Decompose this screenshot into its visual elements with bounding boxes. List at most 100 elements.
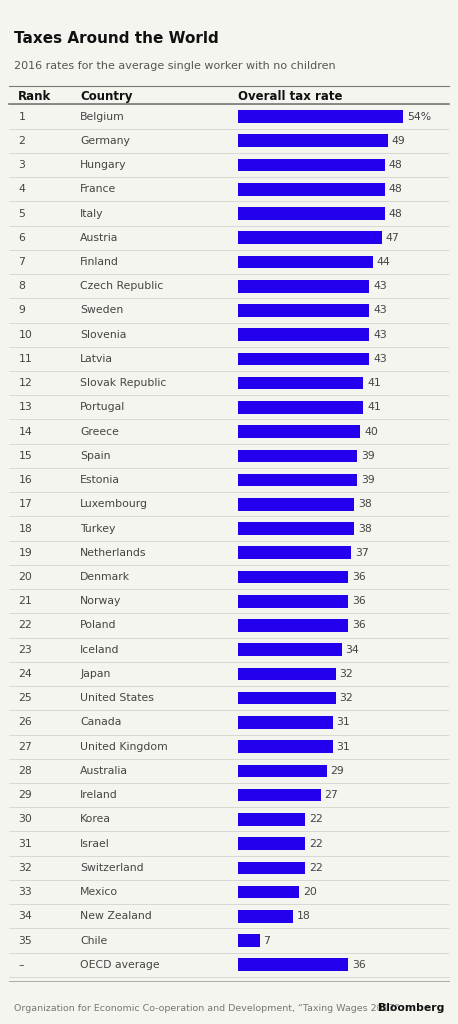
Text: Ireland: Ireland: [80, 791, 118, 800]
Text: Hungary: Hungary: [80, 160, 127, 170]
Text: 11: 11: [18, 354, 32, 364]
FancyBboxPatch shape: [238, 134, 388, 147]
Text: Canada: Canada: [80, 718, 121, 727]
Text: 38: 38: [358, 523, 371, 534]
Text: 9: 9: [18, 305, 25, 315]
Text: 39: 39: [361, 475, 375, 485]
Text: Estonia: Estonia: [80, 475, 120, 485]
FancyBboxPatch shape: [238, 886, 299, 898]
Text: 31: 31: [337, 718, 350, 727]
FancyBboxPatch shape: [238, 716, 333, 729]
Text: United States: United States: [80, 693, 154, 703]
Text: 33: 33: [18, 887, 32, 897]
FancyBboxPatch shape: [238, 256, 372, 268]
Text: Netherlands: Netherlands: [80, 548, 147, 558]
Text: 37: 37: [355, 548, 369, 558]
Text: 4: 4: [18, 184, 25, 195]
Text: Spain: Spain: [80, 451, 111, 461]
FancyBboxPatch shape: [238, 450, 357, 462]
Text: New Zealand: New Zealand: [80, 911, 152, 922]
Text: 43: 43: [373, 354, 387, 364]
Text: Rank: Rank: [18, 90, 52, 102]
Text: 10: 10: [18, 330, 32, 340]
Text: Bloomberg: Bloomberg: [378, 1004, 444, 1014]
Text: 18: 18: [297, 911, 311, 922]
Text: 2: 2: [18, 136, 25, 145]
Text: 27: 27: [18, 741, 32, 752]
FancyBboxPatch shape: [238, 668, 336, 680]
FancyBboxPatch shape: [238, 934, 260, 947]
Text: 34: 34: [18, 911, 32, 922]
Text: Norway: Norway: [80, 596, 121, 606]
Text: France: France: [80, 184, 116, 195]
FancyBboxPatch shape: [238, 692, 336, 705]
Text: Mexico: Mexico: [80, 887, 118, 897]
FancyBboxPatch shape: [238, 910, 293, 923]
Text: 36: 36: [352, 959, 365, 970]
Text: 29: 29: [330, 766, 344, 776]
FancyBboxPatch shape: [238, 474, 357, 486]
Text: Slovak Republic: Slovak Republic: [80, 378, 167, 388]
Text: 18: 18: [18, 523, 32, 534]
Text: 31: 31: [337, 741, 350, 752]
Text: Greece: Greece: [80, 427, 119, 436]
FancyBboxPatch shape: [238, 547, 351, 559]
Text: Sweden: Sweden: [80, 305, 123, 315]
Text: –: –: [18, 959, 24, 970]
Text: 49: 49: [392, 136, 405, 145]
Text: 39: 39: [361, 451, 375, 461]
Text: 25: 25: [18, 693, 32, 703]
Text: Slovenia: Slovenia: [80, 330, 126, 340]
Text: 22: 22: [18, 621, 32, 631]
Text: 48: 48: [388, 209, 402, 218]
FancyBboxPatch shape: [238, 329, 370, 341]
Text: 38: 38: [358, 500, 371, 509]
Text: 7: 7: [18, 257, 25, 267]
Text: 12: 12: [18, 378, 32, 388]
Text: 3: 3: [18, 160, 25, 170]
Text: 54%: 54%: [407, 112, 431, 122]
Text: 34: 34: [346, 645, 360, 654]
FancyBboxPatch shape: [238, 401, 363, 414]
Text: 29: 29: [18, 791, 32, 800]
Text: United Kingdom: United Kingdom: [80, 741, 168, 752]
Text: 43: 43: [373, 305, 387, 315]
Text: 41: 41: [367, 378, 381, 388]
Text: 6: 6: [18, 232, 25, 243]
Text: 44: 44: [376, 257, 390, 267]
Text: 27: 27: [324, 791, 338, 800]
FancyBboxPatch shape: [238, 111, 403, 123]
Text: Belgium: Belgium: [80, 112, 125, 122]
Text: 20: 20: [303, 887, 317, 897]
FancyBboxPatch shape: [238, 765, 327, 777]
FancyBboxPatch shape: [238, 620, 348, 632]
FancyBboxPatch shape: [238, 498, 354, 511]
FancyBboxPatch shape: [238, 838, 305, 850]
Text: OECD average: OECD average: [80, 959, 160, 970]
FancyBboxPatch shape: [238, 280, 370, 293]
Text: 20: 20: [18, 572, 32, 582]
Text: 36: 36: [352, 621, 365, 631]
Text: 22: 22: [309, 863, 323, 872]
FancyBboxPatch shape: [238, 958, 348, 971]
Text: 7: 7: [263, 936, 270, 945]
FancyBboxPatch shape: [238, 813, 305, 825]
Text: 17: 17: [18, 500, 32, 509]
Text: 41: 41: [367, 402, 381, 413]
Text: 32: 32: [18, 863, 32, 872]
FancyBboxPatch shape: [238, 207, 385, 220]
Text: Latvia: Latvia: [80, 354, 113, 364]
Text: 15: 15: [18, 451, 32, 461]
Text: Organization for Economic Co-operation and Development, “Taxing Wages 2017”: Organization for Economic Co-operation a…: [14, 1004, 399, 1013]
Text: 40: 40: [364, 427, 378, 436]
FancyBboxPatch shape: [238, 159, 385, 171]
FancyBboxPatch shape: [238, 377, 363, 389]
FancyBboxPatch shape: [238, 595, 348, 607]
Text: 48: 48: [388, 184, 402, 195]
Text: 24: 24: [18, 669, 32, 679]
Text: Finland: Finland: [80, 257, 119, 267]
FancyBboxPatch shape: [238, 352, 370, 366]
Text: Iceland: Iceland: [80, 645, 120, 654]
Text: Italy: Italy: [80, 209, 104, 218]
FancyBboxPatch shape: [238, 570, 348, 584]
